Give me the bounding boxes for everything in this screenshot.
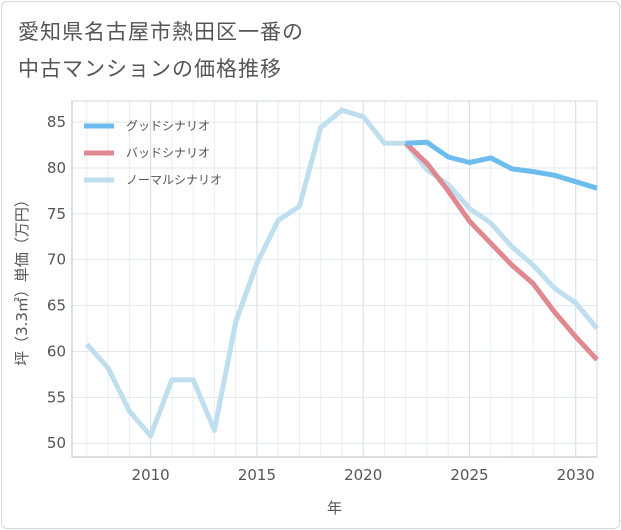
series-line <box>403 141 599 362</box>
y-tick-label: 70 <box>47 251 66 269</box>
chart-title-line-2: 中古マンションの価格推移 <box>18 57 282 81</box>
y-tick-label: 50 <box>47 434 66 452</box>
series-line <box>405 139 598 191</box>
legend-label: バッドシナリオ <box>126 146 210 160</box>
legend-label: ノーマルシナリオ <box>126 173 222 187</box>
y-tick-label: 55 <box>47 388 66 406</box>
series-line <box>85 107 599 439</box>
tick-labels: 50 55 60 65 70 75 80 85 2010 2015 2020 2025 2030 <box>47 113 595 484</box>
chart-title-line-1: 愛知県名古屋市熱田区一番の <box>18 20 304 44</box>
x-tick-label: 2010 <box>132 466 170 484</box>
y-axis-title: 坪（3.3㎡）単価（万円） <box>13 192 31 366</box>
chart-title: 愛知県名古屋市熱田区一番の 中古マンションの価格推移 <box>18 14 304 88</box>
y-tick-label: 80 <box>47 159 66 177</box>
x-tick-label: 2025 <box>450 466 488 484</box>
y-tick-label: 75 <box>47 205 66 223</box>
y-tick-label: 60 <box>47 342 66 360</box>
y-tick-label: 65 <box>47 297 66 315</box>
legend-label: グッドシナリオ <box>126 119 210 133</box>
x-tick-label: 2015 <box>238 466 276 484</box>
x-tick-label: 2020 <box>344 466 382 484</box>
axes <box>71 100 598 458</box>
series-lines <box>85 107 599 439</box>
y-tick-label: 85 <box>47 113 66 131</box>
x-axis-title: 年 <box>327 499 342 517</box>
grid-lines <box>72 101 598 457</box>
x-tick-label: 2030 <box>557 466 595 484</box>
